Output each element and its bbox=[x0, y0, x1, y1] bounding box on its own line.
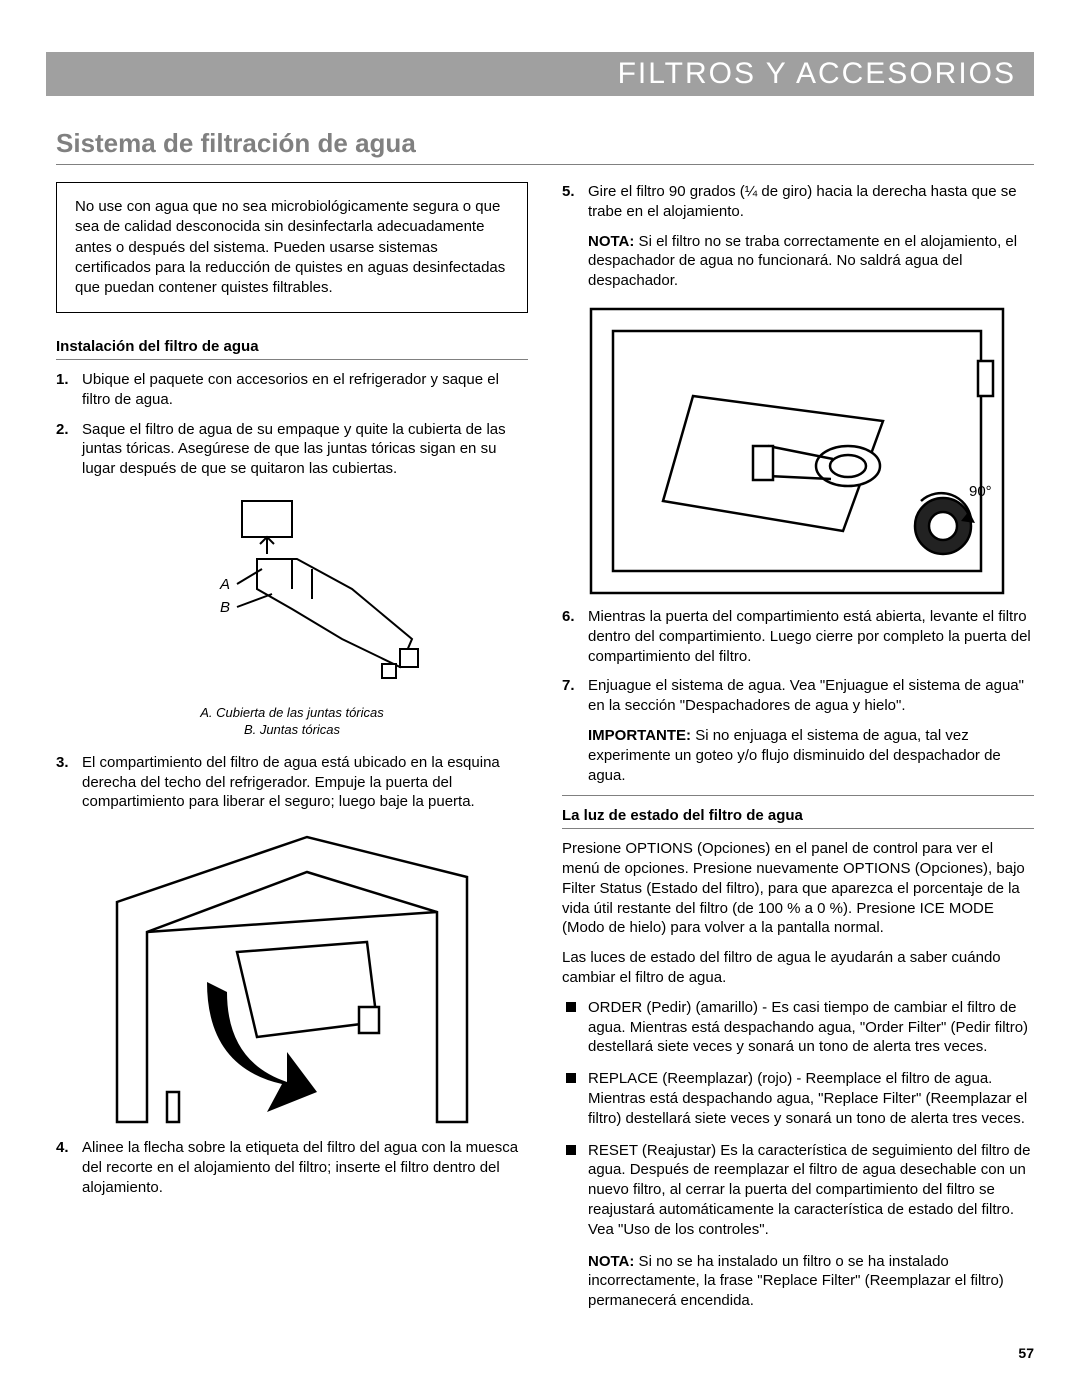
bullet-reset: RESET (Reajustar) Es la característica d… bbox=[588, 1141, 1034, 1240]
caption1-a: A. Cubierta de las juntas tóricas bbox=[56, 705, 528, 722]
page-number: 57 bbox=[1018, 1345, 1034, 1361]
caption1-b: B. Juntas tóricas bbox=[56, 722, 528, 739]
nota-5: NOTA: Si el filtro no se traba correctam… bbox=[562, 232, 1034, 291]
nota5-text: Si el filtro no se traba correctamente e… bbox=[588, 233, 1017, 290]
step-2: Saque el filtro de agua de su empaque y … bbox=[56, 420, 528, 479]
header-band: FILTROS Y ACCESORIOS bbox=[46, 52, 1034, 96]
nota-final-text: Si no se ha instalado un filtro o se ha … bbox=[588, 1253, 1004, 1310]
status-p2: Las luces de estado del filtro de agua l… bbox=[562, 948, 1034, 988]
fig1-label-a: A bbox=[219, 576, 230, 593]
warning-box: No use con agua que no sea microbiológic… bbox=[56, 182, 528, 313]
steps-right-b: Mientras la puerta del compartimiento es… bbox=[562, 607, 1034, 716]
content-columns: No use con agua que no sea microbiológic… bbox=[56, 182, 1034, 1321]
bullet-order: ORDER (Pedir) (amarillo) - Es casi tiemp… bbox=[588, 998, 1034, 1057]
figure-rotate: 90° bbox=[562, 301, 1034, 601]
steps-left: Ubique el paquete con accesorios en el r… bbox=[56, 370, 528, 479]
filter-cap-svg: A B bbox=[142, 489, 442, 699]
figure-filter-cap: A B bbox=[56, 489, 528, 699]
status-bullets: ORDER (Pedir) (amarillo) - Es casi tiemp… bbox=[562, 998, 1034, 1240]
nota-final-label: NOTA: bbox=[588, 1253, 634, 1270]
right-column: Gire el filtro 90 grados (¼ de giro) hac… bbox=[562, 182, 1034, 1321]
step-7: Enjuague el sistema de agua. Vea "Enjuag… bbox=[562, 676, 1034, 716]
bullet-replace: REPLACE (Reemplazar) (rojo) - Reemplace … bbox=[588, 1069, 1034, 1128]
step-5: Gire el filtro 90 grados (¼ de giro) hac… bbox=[562, 182, 1034, 222]
figure1-caption: A. Cubierta de las juntas tóricas B. Jun… bbox=[56, 705, 528, 739]
rotate-svg: 90° bbox=[583, 301, 1013, 601]
step-1: Ubique el paquete con accesorios en el r… bbox=[56, 370, 528, 410]
install-heading: Instalación del filtro de agua bbox=[56, 337, 528, 357]
section-title: Sistema de filtración de agua bbox=[56, 128, 1034, 167]
step-6: Mientras la puerta del compartimiento es… bbox=[562, 607, 1034, 666]
step-4: Alinee la flecha sobre la etiqueta del f… bbox=[56, 1138, 528, 1197]
fig3-deg: 90° bbox=[969, 483, 992, 500]
install-rule bbox=[56, 359, 528, 360]
compartment-svg bbox=[107, 822, 477, 1132]
header-title: FILTROS Y ACCESORIOS bbox=[618, 57, 1016, 91]
step-3: El compartimiento del filtro de agua est… bbox=[56, 753, 528, 812]
nota-final: NOTA: Si no se ha instalado un filtro o … bbox=[562, 1252, 1034, 1311]
nota5-label: NOTA: bbox=[588, 233, 634, 250]
steps-left-b: El compartimiento del filtro de agua est… bbox=[56, 753, 528, 812]
status-rule-top bbox=[562, 795, 1034, 796]
steps-right-a: Gire el filtro 90 grados (¼ de giro) hac… bbox=[562, 182, 1034, 222]
fig1-label-b: B bbox=[220, 599, 230, 616]
figure-compartment bbox=[56, 822, 528, 1132]
section-title-rule bbox=[56, 164, 1034, 165]
status-heading: La luz de estado del filtro de agua bbox=[562, 806, 1034, 826]
status-p1: Presione OPTIONS (Opciones) en el panel … bbox=[562, 839, 1034, 938]
left-column: No use con agua que no sea microbiológic… bbox=[56, 182, 528, 1321]
steps-left-c: Alinee la flecha sobre la etiqueta del f… bbox=[56, 1138, 528, 1197]
importante: IMPORTANTE: Si no enjuaga el sistema de … bbox=[562, 726, 1034, 785]
importante-label: IMPORTANTE: bbox=[588, 727, 691, 744]
status-rule bbox=[562, 828, 1034, 829]
